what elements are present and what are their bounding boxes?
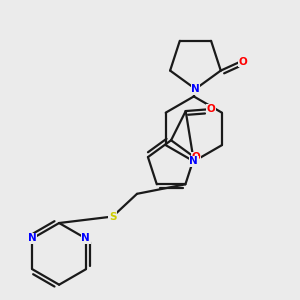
- Text: O: O: [238, 57, 247, 67]
- Text: N: N: [189, 156, 198, 167]
- Text: N: N: [81, 233, 90, 243]
- Text: S: S: [109, 212, 116, 221]
- Text: N: N: [191, 84, 200, 94]
- Text: O: O: [206, 104, 215, 114]
- Text: O: O: [191, 152, 200, 162]
- Text: N: N: [28, 233, 37, 243]
